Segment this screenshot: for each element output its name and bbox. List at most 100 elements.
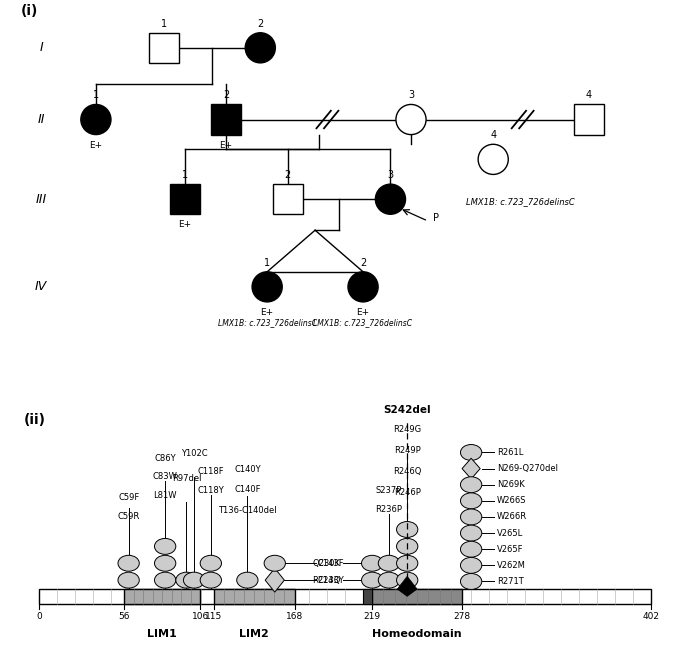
Text: 402: 402 — [643, 612, 659, 621]
Ellipse shape — [245, 33, 275, 63]
Text: 4: 4 — [586, 90, 592, 100]
Text: R271T: R271T — [497, 577, 524, 586]
Text: 2: 2 — [223, 90, 229, 100]
Text: C143F: C143F — [317, 559, 344, 568]
Ellipse shape — [155, 539, 176, 554]
Text: I: I — [39, 41, 43, 54]
Text: R236P: R236P — [375, 505, 402, 513]
Polygon shape — [397, 576, 417, 596]
Text: (i): (i) — [21, 4, 38, 18]
Bar — [211, 104, 241, 135]
Text: 56: 56 — [119, 612, 130, 621]
Text: II: II — [38, 113, 45, 126]
Text: 115: 115 — [206, 612, 223, 621]
Ellipse shape — [348, 272, 378, 302]
Bar — [39, 589, 651, 604]
Ellipse shape — [396, 104, 426, 135]
Bar — [363, 589, 372, 604]
Text: P: P — [433, 213, 439, 223]
Text: III: III — [36, 193, 47, 206]
Text: W266S: W266S — [497, 497, 527, 505]
Text: 106: 106 — [192, 612, 209, 621]
Text: 2: 2 — [284, 170, 291, 180]
Ellipse shape — [184, 572, 205, 588]
Text: E+: E+ — [89, 141, 103, 149]
Polygon shape — [462, 458, 480, 479]
Text: C83W: C83W — [153, 473, 177, 481]
Ellipse shape — [252, 272, 282, 302]
Text: T136-C140del: T136-C140del — [218, 506, 277, 515]
Ellipse shape — [397, 555, 418, 571]
Ellipse shape — [460, 541, 482, 557]
Ellipse shape — [155, 572, 176, 588]
Text: R246Q: R246Q — [393, 467, 421, 476]
Text: 1: 1 — [264, 258, 270, 268]
Text: C118F: C118F — [197, 467, 224, 475]
Ellipse shape — [176, 572, 197, 588]
Text: Q230K: Q230K — [312, 559, 340, 568]
Text: L81W: L81W — [153, 491, 177, 501]
Text: LMX1B: c.723_726delinsC: LMX1B: c.723_726delinsC — [466, 197, 575, 206]
Ellipse shape — [397, 539, 418, 554]
Ellipse shape — [397, 572, 418, 588]
Text: 278: 278 — [453, 612, 471, 621]
Text: C59F: C59F — [118, 493, 139, 502]
Text: R97del: R97del — [172, 474, 201, 483]
Text: 2: 2 — [360, 258, 366, 268]
Text: LMX1B: c.723_726delinsC: LMX1B: c.723_726delinsC — [218, 318, 316, 327]
Text: 219: 219 — [364, 612, 381, 621]
Text: 2: 2 — [257, 19, 264, 29]
Ellipse shape — [200, 555, 221, 571]
Ellipse shape — [264, 555, 286, 571]
Text: E+: E+ — [260, 308, 274, 317]
Ellipse shape — [81, 104, 111, 135]
Ellipse shape — [375, 184, 406, 214]
Text: 1: 1 — [162, 19, 167, 29]
Ellipse shape — [397, 521, 418, 537]
Text: C118Y: C118Y — [197, 485, 224, 495]
Ellipse shape — [460, 444, 482, 460]
Ellipse shape — [362, 572, 383, 588]
Ellipse shape — [200, 572, 221, 588]
Ellipse shape — [155, 555, 176, 571]
Text: R249P: R249P — [394, 446, 421, 455]
Ellipse shape — [378, 572, 399, 588]
Text: 3: 3 — [388, 170, 393, 180]
Text: Homeodomain: Homeodomain — [372, 629, 462, 639]
Ellipse shape — [237, 572, 258, 588]
Ellipse shape — [118, 555, 139, 571]
Text: LIM2: LIM2 — [239, 629, 269, 639]
Text: LMX1B: c.723_726delinsC: LMX1B: c.723_726delinsC — [314, 318, 412, 327]
Text: R249G: R249G — [393, 425, 421, 434]
Bar — [273, 184, 303, 214]
Text: C140F: C140F — [234, 485, 260, 495]
Text: E+: E+ — [178, 220, 192, 229]
Text: 1: 1 — [182, 170, 188, 180]
Text: R223Q: R223Q — [312, 576, 340, 584]
Ellipse shape — [460, 525, 482, 541]
Text: N269-Q270del: N269-Q270del — [497, 464, 558, 473]
Ellipse shape — [460, 493, 482, 509]
Ellipse shape — [478, 144, 508, 175]
Text: V262M: V262M — [497, 561, 526, 570]
Bar — [124, 589, 200, 604]
Ellipse shape — [460, 509, 482, 525]
Text: 0: 0 — [36, 612, 42, 621]
Ellipse shape — [460, 574, 482, 590]
Text: S237P: S237P — [376, 485, 402, 495]
Ellipse shape — [118, 572, 139, 588]
Text: 3: 3 — [408, 90, 414, 100]
Ellipse shape — [362, 555, 383, 571]
Text: R261L: R261L — [497, 448, 523, 457]
Bar — [149, 33, 179, 63]
Polygon shape — [265, 568, 284, 592]
Text: 4: 4 — [490, 130, 496, 140]
Text: LIM1: LIM1 — [147, 629, 177, 639]
Text: IV: IV — [35, 280, 47, 293]
Text: (ii): (ii) — [23, 412, 46, 427]
Bar — [574, 104, 604, 135]
Text: N269K: N269K — [497, 480, 525, 489]
Ellipse shape — [460, 477, 482, 493]
Ellipse shape — [460, 557, 482, 573]
Text: V265L: V265L — [497, 529, 523, 538]
